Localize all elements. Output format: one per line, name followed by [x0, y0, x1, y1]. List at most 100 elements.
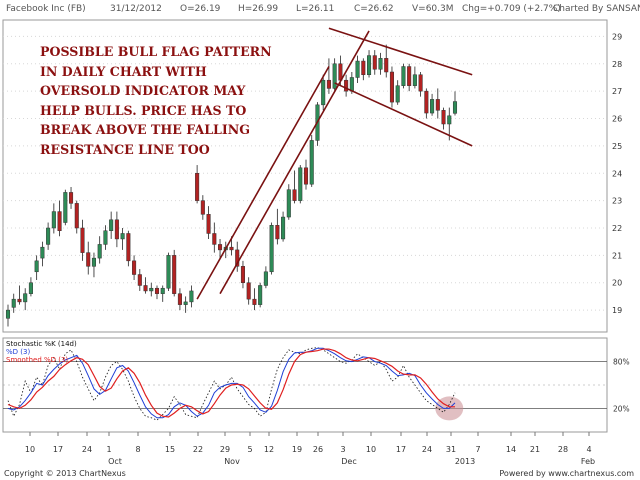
candle — [246, 277, 251, 305]
candle — [109, 211, 114, 239]
candle-body — [252, 298, 257, 305]
x-day-label: 12 — [264, 445, 274, 454]
candle-body — [63, 192, 68, 223]
candle-body — [154, 287, 160, 294]
candle-body — [46, 227, 51, 245]
candle-body — [166, 255, 171, 289]
candle-body — [86, 252, 91, 267]
candle — [401, 63, 406, 89]
change-value: Chg=+0.709 (+2.7%) — [462, 4, 561, 14]
price-panel-border — [2, 19, 608, 333]
candle-body — [200, 200, 205, 215]
candlestick-series — [5, 44, 458, 327]
price-tick-label: 20 — [612, 279, 622, 288]
chart-header: Facebook Inc (FB) 31/12/2012 O=26.19 H=2… — [0, 0, 640, 18]
candle-body — [418, 74, 423, 92]
x-day-label: 24 — [82, 445, 92, 454]
candle — [200, 195, 205, 220]
candle-body — [349, 77, 354, 92]
candle-body — [149, 287, 154, 292]
candle-body — [189, 290, 194, 303]
candle-body — [258, 285, 263, 305]
candle — [154, 285, 160, 300]
candle — [172, 249, 177, 297]
x-month-label: Nov — [224, 457, 240, 466]
candle — [367, 50, 372, 78]
oscillator-tick-label: 20% — [613, 404, 630, 413]
oscillator-legend: Stochastic %K (14d)%D (3)Smoothed %D (3) — [6, 340, 77, 364]
candle — [309, 134, 314, 187]
copyright-text: Copyright © 2013 ChartNexus — [4, 469, 126, 478]
x-day-label: 31 — [446, 445, 456, 454]
price-tick-label: 23 — [612, 197, 622, 206]
grid — [3, 35, 607, 311]
candle-body — [447, 115, 452, 125]
candle — [114, 211, 119, 248]
candle-body — [286, 189, 291, 218]
candle — [286, 184, 291, 220]
x-day-label: 26 — [313, 445, 323, 454]
candle — [258, 282, 263, 308]
candle-body — [69, 192, 74, 204]
candle — [344, 74, 349, 97]
candle-body — [321, 79, 326, 106]
high-value: H=26.99 — [238, 4, 279, 14]
candle-body — [126, 233, 131, 262]
candle — [57, 200, 62, 237]
x-day-label: 17 — [53, 445, 63, 454]
candle — [120, 228, 125, 250]
candle-body — [430, 99, 435, 114]
candle-body — [177, 293, 182, 305]
candle-body — [401, 66, 406, 86]
candle — [332, 58, 337, 92]
candle — [418, 72, 423, 97]
candle — [69, 186, 74, 209]
candle-body — [23, 293, 28, 303]
candle — [206, 206, 211, 239]
candle — [218, 238, 223, 259]
annotation-text: POSSIBLE BULL FLAG PATTERN IN DAILY CHAR… — [40, 42, 300, 159]
low-value: L=26.11 — [296, 4, 335, 14]
candle — [126, 230, 131, 267]
candle-body — [452, 101, 458, 114]
candle-body — [281, 216, 286, 240]
candle — [28, 277, 33, 297]
date-label: 31/12/2012 — [110, 4, 162, 14]
candle — [441, 107, 446, 130]
candle-body — [303, 167, 309, 185]
x-day-label: 8 — [135, 445, 140, 454]
oscillator-tick-label: 80% — [613, 358, 630, 367]
candle-body — [143, 285, 148, 292]
candle — [189, 285, 194, 308]
annotation-line: OVERSOLD INDICATOR MAY — [40, 83, 246, 98]
close-value: C=26.62 — [354, 4, 394, 14]
candle — [195, 165, 200, 204]
candle — [361, 58, 366, 81]
candle — [235, 241, 240, 272]
candle — [97, 236, 102, 264]
candle-body — [367, 55, 372, 75]
candle-body — [229, 246, 234, 251]
candle — [395, 80, 400, 105]
candle — [143, 277, 148, 294]
candle-body — [103, 230, 108, 245]
trend-line — [328, 27, 473, 76]
x-day-label: 5 — [247, 445, 252, 454]
charted-by: Charted By SANSAN01 — [553, 4, 640, 14]
candle — [11, 293, 16, 313]
candle — [80, 219, 85, 261]
candle — [212, 222, 217, 253]
candle — [34, 255, 39, 280]
candle — [292, 170, 297, 204]
candle — [430, 93, 435, 116]
powered-by-text: Powered by www.chartnexus.com — [499, 469, 634, 478]
candle — [303, 159, 309, 190]
candle-body — [292, 189, 297, 201]
annotation-line: IN DAILY CHART WITH — [40, 63, 207, 79]
candle-body — [206, 214, 211, 234]
candle-body — [384, 58, 389, 73]
x-day-label: 28 — [558, 445, 568, 454]
candle — [40, 241, 45, 267]
annotation-line: BREAK ABOVE THE FALLING — [40, 122, 251, 137]
candle-body — [389, 71, 394, 103]
